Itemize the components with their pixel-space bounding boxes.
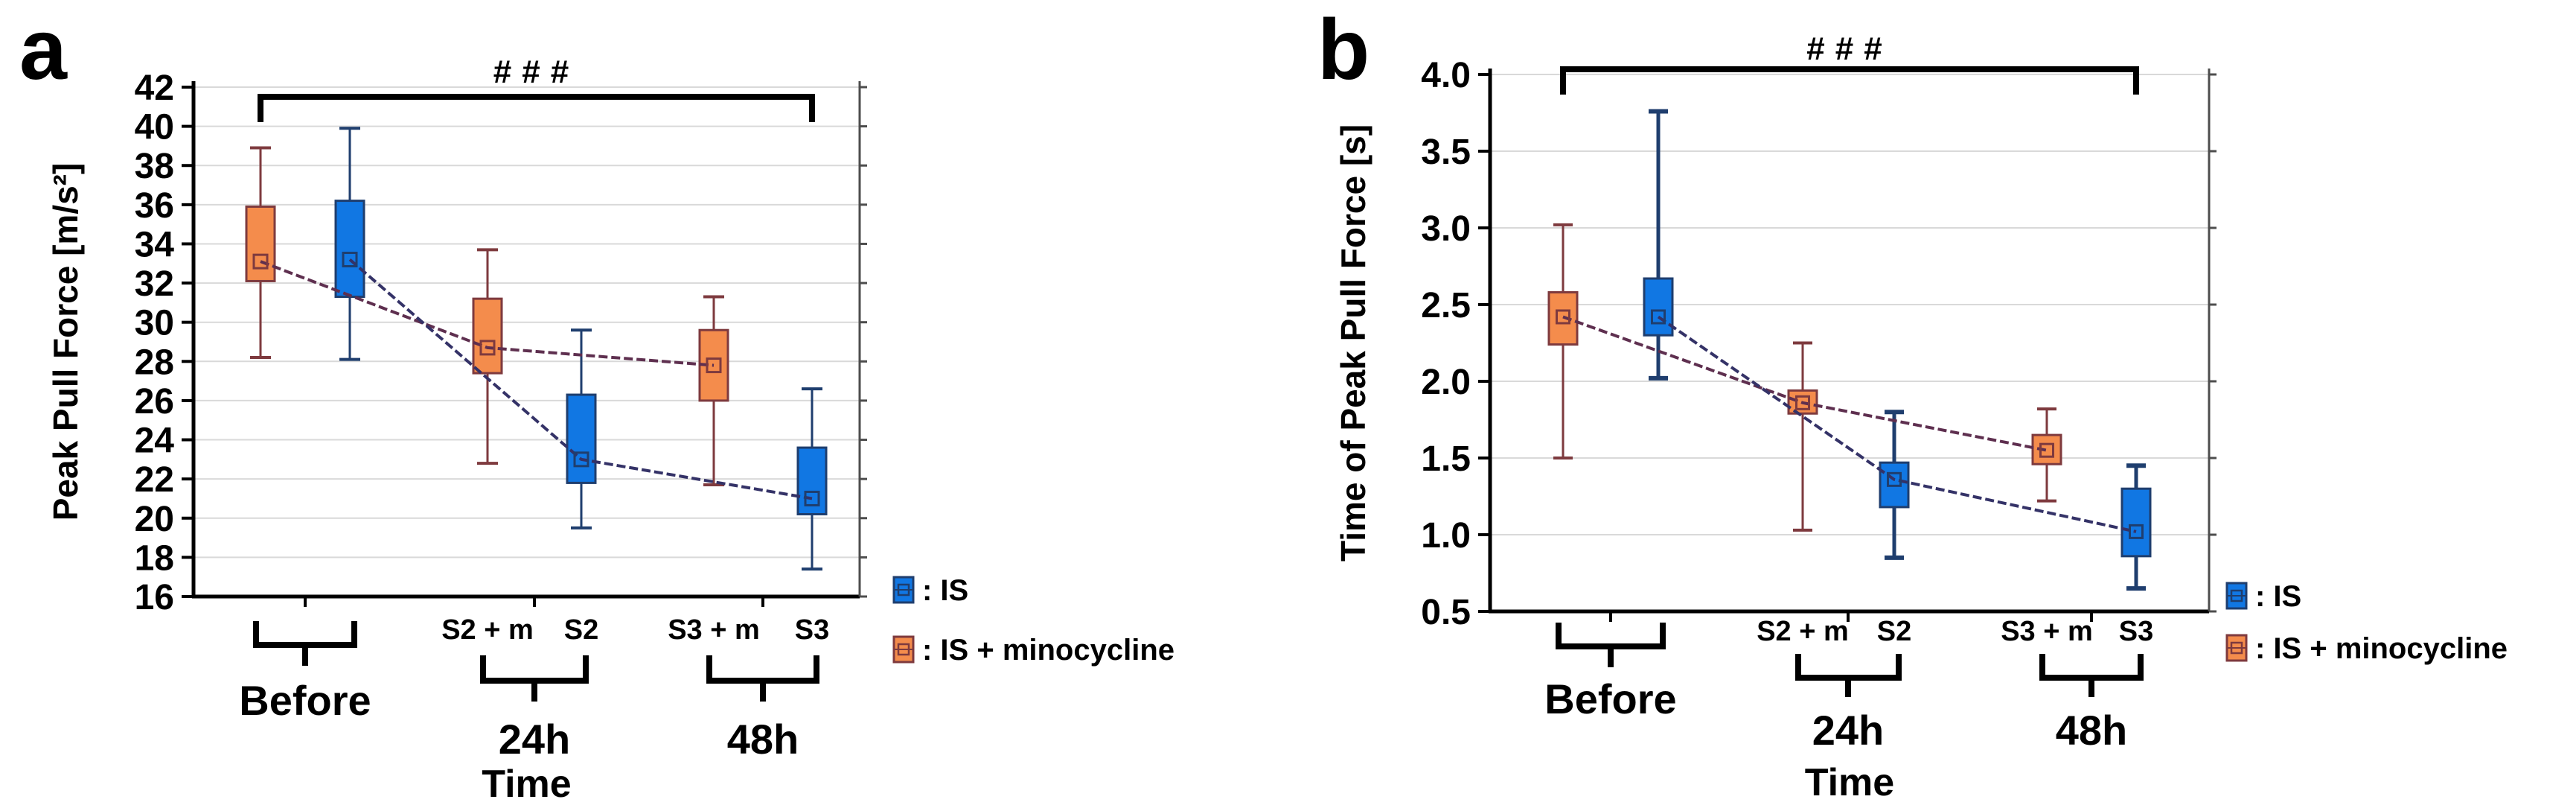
y-axis-label: Peak Pull Force [m/s²] bbox=[46, 163, 85, 521]
median-connect-line bbox=[1562, 315, 2048, 452]
x-sublabel: S3 bbox=[2119, 616, 2153, 647]
legend-swatch-median-marker bbox=[2230, 641, 2243, 655]
group-bracket bbox=[1795, 654, 1902, 697]
median-marker bbox=[1887, 471, 1902, 487]
median-marker bbox=[2039, 442, 2054, 458]
y-tick-label: 38 bbox=[135, 147, 174, 186]
group-label: Before bbox=[1544, 675, 1676, 722]
y-tick-label: 18 bbox=[135, 538, 174, 578]
x-sublabel: S3 bbox=[795, 614, 829, 646]
group-bracket bbox=[1556, 623, 1666, 667]
median-marker bbox=[1795, 395, 1810, 410]
y-tick-label: 42 bbox=[135, 69, 174, 108]
significance-label: ### bbox=[493, 54, 579, 90]
panel-b-chart: 0.5 1.0 1.5 2.0 2.5 3.0 3.5 4.0 Time of Peak Pul… bbox=[1317, 2, 2508, 804]
x-axis-label: Time bbox=[482, 763, 571, 806]
box-is bbox=[566, 393, 597, 484]
y-tick-label: 30 bbox=[135, 304, 174, 343]
panel-letter-a: a bbox=[19, 2, 68, 98]
significance-label: ### bbox=[1806, 31, 1892, 67]
group-bracket bbox=[706, 655, 819, 702]
y-tick-label: 3.0 bbox=[1421, 209, 1471, 249]
legend-label: : IS bbox=[2255, 580, 2301, 613]
legend-label: : IS bbox=[922, 574, 968, 607]
y-tick-label: 2.0 bbox=[1421, 363, 1471, 402]
group-label: Before bbox=[239, 677, 371, 724]
box-is bbox=[2120, 487, 2152, 558]
legend-swatch-median-marker bbox=[897, 583, 910, 597]
box-is-minocycline bbox=[2031, 433, 2062, 465]
y-tick-label: 20 bbox=[135, 500, 174, 539]
group-bracket bbox=[2039, 654, 2144, 697]
box-is bbox=[334, 200, 365, 298]
group-bracket bbox=[480, 655, 589, 702]
box-is bbox=[1643, 277, 1674, 337]
significance-bracket bbox=[258, 94, 815, 122]
group-label: 24h bbox=[1812, 707, 1885, 754]
y-tick-label: 26 bbox=[135, 382, 174, 422]
median-connect-line bbox=[260, 260, 715, 367]
box-is bbox=[1879, 461, 1910, 509]
y-tick-label: 3.5 bbox=[1421, 133, 1471, 172]
significance-bracket bbox=[1560, 66, 2139, 95]
median-marker bbox=[1556, 309, 1570, 325]
y-tick-label: 4.0 bbox=[1421, 56, 1471, 95]
median-connect-line bbox=[1657, 315, 2137, 533]
group-label: 48h bbox=[2056, 707, 2128, 754]
x-sublabel: S3 + m bbox=[2001, 616, 2093, 647]
y-tick-label: 22 bbox=[135, 460, 174, 500]
y-tick-label: 16 bbox=[135, 578, 174, 617]
y-tick-label: 28 bbox=[135, 343, 174, 382]
y-tick-label: 32 bbox=[135, 264, 174, 304]
median-marker bbox=[252, 253, 269, 270]
x-sublabel: S2 bbox=[564, 614, 598, 646]
group-label: 48h bbox=[727, 716, 799, 763]
median-marker bbox=[1651, 309, 1666, 325]
median-marker bbox=[479, 340, 496, 356]
median-marker bbox=[573, 451, 589, 468]
median-marker bbox=[2129, 524, 2144, 539]
y-axis-label: Time of Peak Pull Force [s] bbox=[1334, 124, 1372, 562]
panel-letter-b: b bbox=[1317, 2, 1370, 98]
box-is-minocycline bbox=[472, 297, 503, 375]
y-tick-label: 34 bbox=[135, 225, 175, 264]
x-axis-label: Time bbox=[1805, 761, 1894, 804]
legend-label: : IS + minocycline bbox=[2255, 632, 2508, 665]
x-sublabel: S2 bbox=[1877, 616, 1911, 647]
box-is bbox=[796, 446, 828, 516]
median-marker bbox=[706, 357, 722, 374]
y-tick-label: 1.0 bbox=[1421, 516, 1471, 556]
y-tick-label: 2.5 bbox=[1421, 286, 1471, 325]
y-tick-label: 24 bbox=[135, 422, 175, 461]
x-sublabel: S3 + m bbox=[668, 614, 760, 646]
group-label: 24h bbox=[499, 716, 571, 763]
y-tick-label: 40 bbox=[135, 108, 174, 147]
legend-swatch-median-marker bbox=[2230, 589, 2243, 602]
median-marker bbox=[342, 252, 358, 268]
y-tick-label: 36 bbox=[135, 186, 174, 226]
x-sublabel: S2 + m bbox=[441, 614, 534, 646]
legend-swatch-median-marker bbox=[897, 643, 910, 656]
y-tick-label: 0.5 bbox=[1421, 593, 1471, 632]
x-sublabel: S2 + m bbox=[1757, 616, 1849, 647]
group-bracket bbox=[253, 621, 357, 666]
median-marker bbox=[804, 490, 820, 506]
legend-label: : IS + minocycline bbox=[922, 634, 1174, 667]
median-connect-line bbox=[348, 258, 813, 500]
y-tick-label: 1.5 bbox=[1421, 439, 1471, 479]
box-is-minocycline bbox=[245, 205, 276, 282]
